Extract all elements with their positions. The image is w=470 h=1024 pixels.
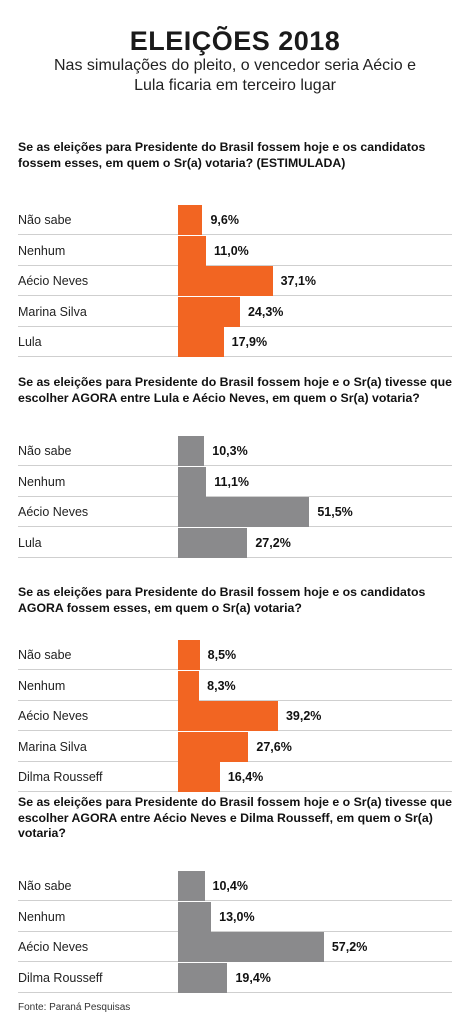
category-label: Não sabe	[18, 213, 72, 227]
value-label: 11,0%	[214, 243, 249, 258]
category-label: Nenhum	[18, 474, 66, 489]
bar	[178, 327, 224, 357]
value-label: 37,1%	[280, 274, 317, 288]
bar	[178, 932, 324, 962]
chart-row: Não sabe 10,3%	[0, 436, 470, 466]
category-label: Lula	[18, 535, 42, 550]
value-label: 57,2%	[331, 940, 368, 954]
chart-row: Aécio Neves 39,2%	[0, 701, 470, 731]
chart-row: Dilma Rousseff 16,4%	[0, 762, 470, 792]
value-label: 13,0%	[219, 909, 255, 924]
category-label: Aécio Neves	[18, 709, 89, 723]
bar	[178, 205, 203, 235]
value-label: 24,3%	[247, 304, 284, 319]
chart-row: Aécio Neves 37,1%	[0, 266, 470, 296]
category-label: Nenhum	[18, 243, 66, 258]
page-subtitle: Nas simulações do pleito, o vencedor ser…	[54, 57, 416, 94]
chart-row: Não sabe 9,6%	[0, 205, 470, 235]
bar	[178, 436, 205, 466]
chart-row: Marina Silva 27,6%	[0, 731, 470, 762]
category-label: Não sabe	[18, 648, 72, 662]
category-label: Aécio Neves	[18, 940, 89, 954]
category-label: Aécio Neves	[18, 505, 89, 519]
value-label: 19,4%	[235, 970, 271, 985]
bar	[178, 497, 310, 527]
value-label: 27,2%	[255, 535, 291, 550]
bar	[178, 640, 200, 670]
value-label: 51,5%	[317, 505, 353, 519]
chart-question: Se as eleições para Presidente do Brasil…	[18, 375, 452, 405]
category-label: Nenhum	[18, 678, 66, 693]
row-divider	[18, 465, 452, 466]
category-label: Marina Silva	[18, 739, 87, 754]
category-label: Dilma Rousseff	[18, 970, 103, 985]
page-title: ELEIÇÕES 2018	[129, 26, 341, 56]
bar	[178, 670, 200, 701]
chart-row: Não sabe 8,5%	[0, 640, 470, 670]
value-label: 10,3%	[212, 444, 248, 458]
chart-row: Nenhum 13,0%	[0, 901, 470, 932]
value-label: 9,6%	[210, 213, 239, 227]
bar	[178, 731, 249, 762]
value-label: 17,9%	[231, 335, 268, 349]
source-note: Fonte: Paraná Pesquisas	[18, 1002, 131, 1013]
value-label: 10,4%	[212, 879, 248, 893]
row-divider	[18, 264, 452, 266]
category-label: Não sabe	[18, 444, 72, 458]
chart-row: Marina Silva 24,3%	[0, 296, 470, 327]
bar	[178, 762, 220, 792]
row-divider	[18, 699, 452, 701]
category-label: Lula	[18, 335, 42, 349]
row-divider	[18, 669, 452, 670]
category-label: Não sabe	[18, 879, 72, 893]
chart-row: Aécio Neves 51,5%	[0, 497, 470, 527]
bar	[178, 296, 240, 327]
value-label: 11,1%	[214, 474, 250, 489]
value-label: 8,5%	[207, 648, 237, 662]
row-divider	[18, 900, 452, 901]
bar	[178, 901, 212, 932]
category-label: Dilma Rousseff	[18, 770, 103, 784]
bar	[178, 527, 248, 558]
bar	[178, 871, 205, 901]
value-label: 39,2%	[285, 709, 322, 723]
chart-row: Nenhum 8,3%	[0, 670, 470, 701]
chart-row: Dilma Rousseff 19,4%	[0, 962, 470, 993]
row-divider	[18, 991, 452, 993]
row-divider	[18, 495, 452, 497]
chart-question: Se as eleições para Presidente do Brasil…	[18, 140, 426, 170]
bar	[178, 466, 207, 497]
chart-question: Se as eleições para Presidente do Brasil…	[18, 585, 426, 615]
chart-question: Se as eleições para Presidente do Brasil…	[18, 795, 452, 840]
bar	[178, 962, 228, 993]
value-label: 16,4%	[227, 770, 264, 784]
row-divider	[18, 356, 452, 357]
category-label: Aécio Neves	[18, 274, 89, 288]
bar	[178, 235, 207, 266]
chart-row: Nenhum 11,0%	[0, 235, 470, 266]
chart-row: Lula 17,9%	[0, 327, 470, 357]
value-label: 8,3%	[207, 678, 236, 693]
row-divider	[18, 234, 452, 235]
chart-row: Aécio Neves 57,2%	[0, 932, 470, 962]
bar	[178, 266, 273, 296]
chart-row: Nenhum 11,1%	[0, 466, 470, 497]
category-label: Nenhum	[18, 909, 66, 924]
value-label: 27,6%	[256, 739, 292, 754]
row-divider	[18, 930, 452, 932]
row-divider	[18, 791, 452, 792]
chart-row: Não sabe 10,4%	[0, 871, 470, 901]
chart-row: Lula 27,2%	[0, 527, 470, 558]
bar	[178, 701, 278, 731]
category-label: Marina Silva	[18, 304, 87, 319]
